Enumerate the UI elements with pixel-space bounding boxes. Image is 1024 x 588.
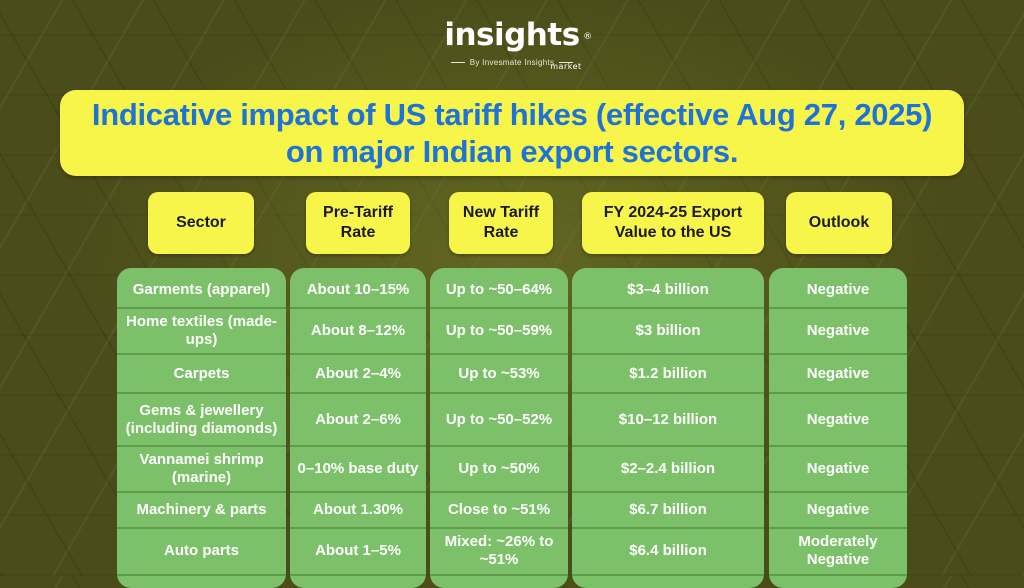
row-divider [430,392,568,394]
row-divider [117,445,286,447]
row-divider [769,353,907,355]
row-divider [290,574,426,576]
row-divider [572,353,764,355]
table-cell: Up to ~53% [458,364,540,382]
row-divider [769,307,907,309]
column-outlook: Negative Negative Negative Negative Negative… [769,268,907,588]
table-cell: Garments (apparel) [132,281,271,298]
row-divider [572,491,764,493]
table-cell: $6.7 billion [629,501,707,518]
logo-subtitle: market [550,62,582,71]
row-divider [290,491,426,493]
table-cell: Negative [806,281,870,298]
table-cell: Negative [806,410,870,428]
table-cell: $3 billion [635,322,701,339]
row-divider [572,307,764,309]
table-cell: Negative [806,364,870,382]
table-cell: Mixed: ~26% to ~51% [444,533,554,568]
row-divider [430,445,568,447]
table-cell: Negative [806,460,870,477]
header-label: FY 2024-25 Export Value to the US [603,204,743,241]
page-title: Indicative impact of US tariff hikes (ef… [91,97,933,169]
row-divider [769,574,907,576]
header-pre-tariff-rate: Pre-Tariff Rate [306,192,410,254]
table-cell: About 1.30% [312,501,403,518]
table-cell: Gems & jewellery (including diamonds) [125,401,278,437]
row-divider [290,353,426,355]
column-export-value: $3–4 billion $3 billion $1.2 billion $10–12… [572,268,764,588]
row-divider [117,353,286,355]
table-cell: About 2–6% [315,410,401,428]
table-cell: Close to ~51% [447,501,551,518]
header-sector: Sector [148,192,254,254]
table-cell: About 1–5% [315,542,401,559]
row-divider [290,307,426,309]
table-cell: Up to ~50–64% [445,281,553,298]
table-cell: About 8–12% [310,322,406,339]
logo-byline: By Invesmate Insights [0,58,1024,67]
logo-wordmark: insights ® market [444,17,592,71]
row-divider [117,527,286,529]
table-cell: $2–2.4 billion [620,460,716,477]
row-divider [572,527,764,529]
table-cell: Carpets [173,364,230,382]
row-divider [769,392,907,394]
header-export-value: FY 2024-25 Export Value to the US [582,192,764,254]
row-divider [769,527,907,529]
table-cell: About 10–15% [306,281,410,298]
title-banner: Indicative impact of US tariff hikes (ef… [60,90,964,176]
table-cell: About 2–4% [315,364,401,382]
column-new-tariff-rate: Up to ~50–64% Up to ~50–59% Up to ~53% Up t… [430,268,568,588]
table-cell: $6.4 billion [629,542,707,559]
row-divider [769,445,907,447]
row-divider [430,491,568,493]
table-cell: Negative [806,322,870,339]
header-label: Outlook [808,214,870,231]
table-cell: $10–12 billion [618,410,718,428]
row-divider [290,392,426,394]
table-cell: Negative [806,501,870,518]
table-cell: Machinery & parts [136,501,267,518]
header-outlook: Outlook [786,192,892,254]
row-divider [290,527,426,529]
table-cell: Home textiles (made-ups) [126,313,277,348]
row-divider [572,574,764,576]
row-divider [117,392,286,394]
column-pre-tariff-rate: About 10–15% About 8–12% About 2–4% About 2… [290,268,426,588]
row-divider [117,307,286,309]
header-new-tariff-rate: New Tariff Rate [449,192,553,254]
table-cell: Up to ~50% [458,460,540,477]
header-label: Pre-Tariff Rate [323,204,393,241]
logo-registered-mark: ® [583,32,592,42]
table-cell: Moderately Negative [798,533,878,568]
row-divider [769,491,907,493]
table-cell: Vannamei shrimp (marine) [139,451,264,486]
row-divider [572,392,764,394]
header-label: New Tariff Rate [462,204,540,241]
row-divider [572,445,764,447]
table-cell: $1.2 billion [629,364,707,382]
table-cell: Auto parts [164,542,239,559]
logo-name: insights [444,17,580,53]
header-label: Sector [176,214,226,231]
row-divider [430,307,568,309]
row-divider [117,491,286,493]
row-divider [290,445,426,447]
row-divider [430,353,568,355]
row-divider [430,574,568,576]
row-divider [117,574,286,576]
table-cell: 0–10% base duty [297,460,419,477]
table-cell: Up to ~50–52% [445,410,553,428]
table-cell: Up to ~50–59% [445,322,553,339]
row-divider [430,527,568,529]
column-sector: Garments (apparel) Home textiles (made-up… [117,268,286,588]
brand-logo: insights ® market By Invesmate Insights [0,17,1024,71]
table-cell: $3–4 billion [627,281,709,298]
